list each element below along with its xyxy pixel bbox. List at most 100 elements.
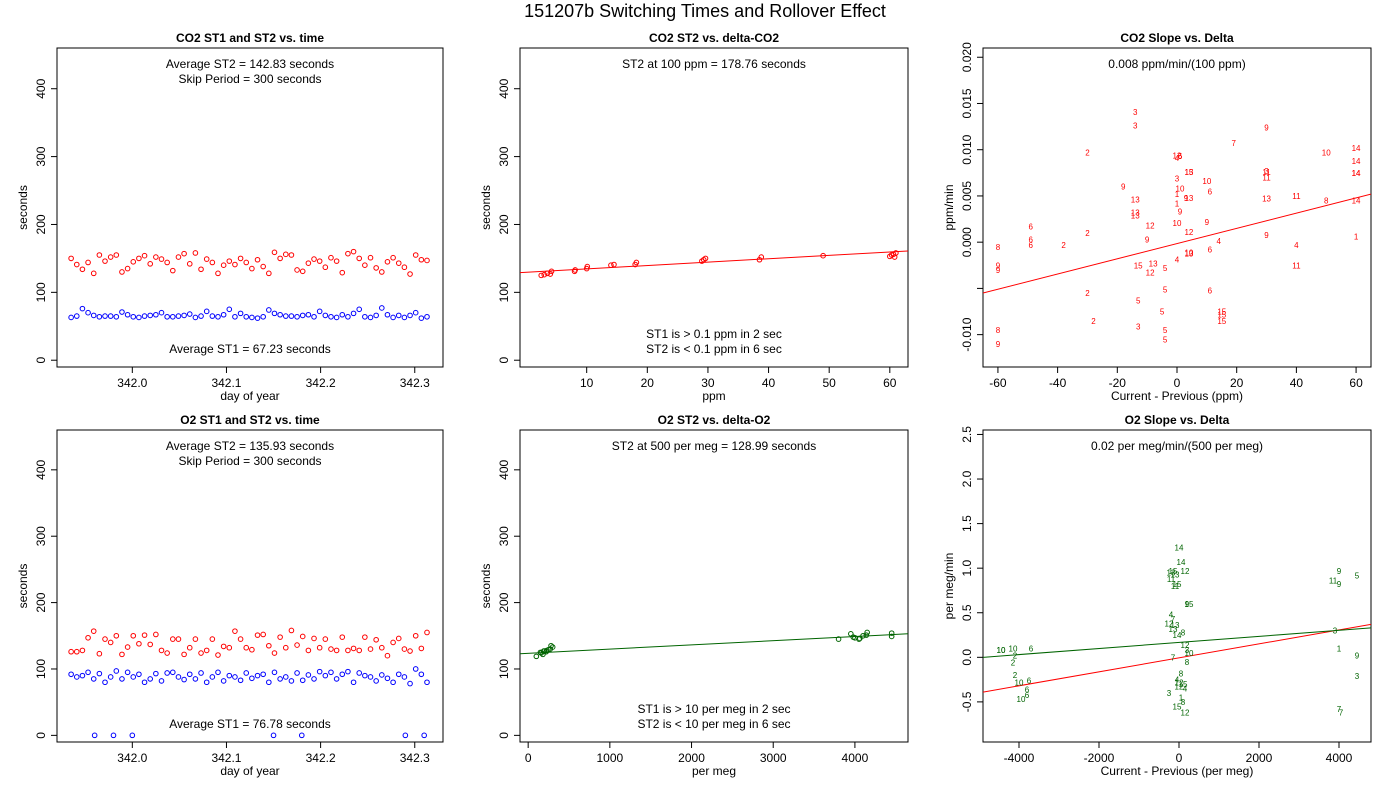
panel-title: O2 ST1 and ST2 vs. time [180, 413, 320, 427]
data-point-st2 [544, 647, 550, 654]
data-point-st1 [390, 679, 396, 686]
data-point-st2 [541, 271, 548, 278]
point-label: 6 [1029, 241, 1034, 250]
point-label: 12 [1175, 683, 1184, 692]
x-tick-label: 342.2 [306, 376, 336, 390]
data-point-st2 [390, 254, 396, 261]
y-tick-label: 0.0 [960, 649, 974, 666]
y-tick-label: 100 [497, 282, 511, 302]
data-point-st1 [282, 674, 289, 680]
point-label: 12 [1165, 619, 1174, 628]
y-tick-label: 0.000 [960, 227, 974, 257]
data-point-st1 [282, 313, 289, 319]
data-point-st2 [322, 636, 329, 642]
data-point-st2 [891, 254, 898, 260]
data-point-st1 [198, 670, 204, 676]
data-point-st2 [220, 262, 227, 268]
point-label: 15 [1217, 308, 1226, 317]
x-tick-label: 50 [823, 376, 837, 390]
plot-frame [519, 47, 909, 368]
point-label: 10 [1017, 695, 1026, 704]
data-point-st1 [299, 312, 306, 319]
data-point-st1 [147, 676, 154, 682]
point-label: 4 [1294, 241, 1299, 250]
y-tick-label: 0 [34, 357, 48, 364]
point-label: 5 [1163, 326, 1168, 335]
data-point-st1 [113, 668, 120, 674]
plot-frame [56, 429, 444, 743]
data-point-st2 [96, 252, 103, 258]
point-label: 8 [996, 326, 1001, 335]
data-point-st2 [220, 643, 227, 650]
data-point-st2 [316, 644, 323, 651]
point-label: 9 [1337, 580, 1342, 589]
data-point-st2 [407, 648, 413, 654]
point-label: 12 [1181, 567, 1190, 576]
y-tick-label: 2.5 [960, 426, 974, 443]
annotation-bottom: Average ST1 = 67.23 seconds [169, 342, 331, 356]
data-point-st2 [164, 650, 170, 656]
data-point-st1 [243, 670, 250, 676]
point-label: 13 [1171, 570, 1180, 579]
data-point-st2 [544, 270, 551, 277]
co2-st2-delta-panel: CO2 ST2 vs. delta-CO2 10 20 30 40 50 60 0 100 200… [479, 31, 909, 403]
data-point-st2 [175, 636, 182, 642]
y-tick-label: 0.020 [960, 42, 974, 72]
y-tick-label: 1.0 [960, 560, 974, 577]
point-label: 15 [1217, 317, 1226, 326]
data-point-st2 [379, 644, 385, 651]
data-point-st1 [175, 674, 182, 680]
data-point-st2 [424, 629, 430, 636]
data-point-st1 [424, 679, 430, 686]
data-point-st1 [260, 671, 266, 678]
point-label: 13 [1184, 249, 1193, 258]
data-point-st2 [328, 646, 334, 652]
data-point-st2 [288, 627, 295, 634]
data-layer [520, 250, 908, 279]
data-point-st1 [147, 312, 154, 319]
point-label: 6 [1208, 187, 1213, 196]
o2-slope-panel: O2 Slope vs. Delta -4000 -2000 0 2000 4000 -0.… [942, 413, 1372, 778]
data-point-st2 [418, 256, 425, 263]
point-label: 10 [1173, 219, 1182, 228]
data-point-st2 [254, 256, 261, 263]
annotation-top: Skip Period = 300 seconds [178, 454, 321, 468]
data-point-st2 [395, 635, 402, 642]
data-point-st2 [107, 254, 114, 260]
point-label: 10 [997, 646, 1006, 655]
data-point-st1 [119, 309, 125, 315]
data-point-st2 [124, 644, 131, 650]
x-axis-label: ppm [702, 389, 725, 403]
point-label: 2 [1085, 148, 1090, 157]
data-point-st1 [373, 678, 379, 684]
data-point-st1 [181, 676, 187, 683]
point-label: 13 [1149, 259, 1158, 268]
data-point-st2 [68, 255, 74, 262]
annotation-bottom: ST1 is > 10 per meg in 2 sec [637, 702, 790, 716]
y-tick-label: 200 [34, 592, 48, 612]
point-label: 6 [1029, 235, 1034, 244]
data-point-st1 [401, 314, 408, 321]
x-tick-label: -2000 [1084, 751, 1115, 765]
data-point-st2 [311, 256, 317, 262]
data-point-st2 [147, 641, 154, 648]
data-point-st1 [232, 674, 238, 680]
y-tick-label: 0 [497, 732, 511, 739]
data-point-st1 [294, 670, 300, 676]
x-tick-label: 3000 [760, 751, 787, 765]
point-label: 15 [1217, 310, 1226, 319]
data-point-st2 [835, 636, 842, 642]
point-label: 3 [1355, 672, 1360, 681]
data-point-st2 [181, 250, 187, 257]
data-point-st2 [175, 254, 182, 260]
point-label: 10 [1322, 148, 1331, 157]
point-label: 12 [1173, 151, 1182, 160]
data-point-st2 [243, 644, 250, 651]
x-tick-label: 4000 [842, 751, 869, 765]
point-label: 9 [996, 340, 1001, 349]
data-point-st2 [271, 249, 278, 256]
point-label: 10 [1184, 248, 1193, 257]
annotation-top: Average ST2 = 135.93 seconds [166, 439, 334, 453]
data-point-st2 [401, 646, 408, 652]
